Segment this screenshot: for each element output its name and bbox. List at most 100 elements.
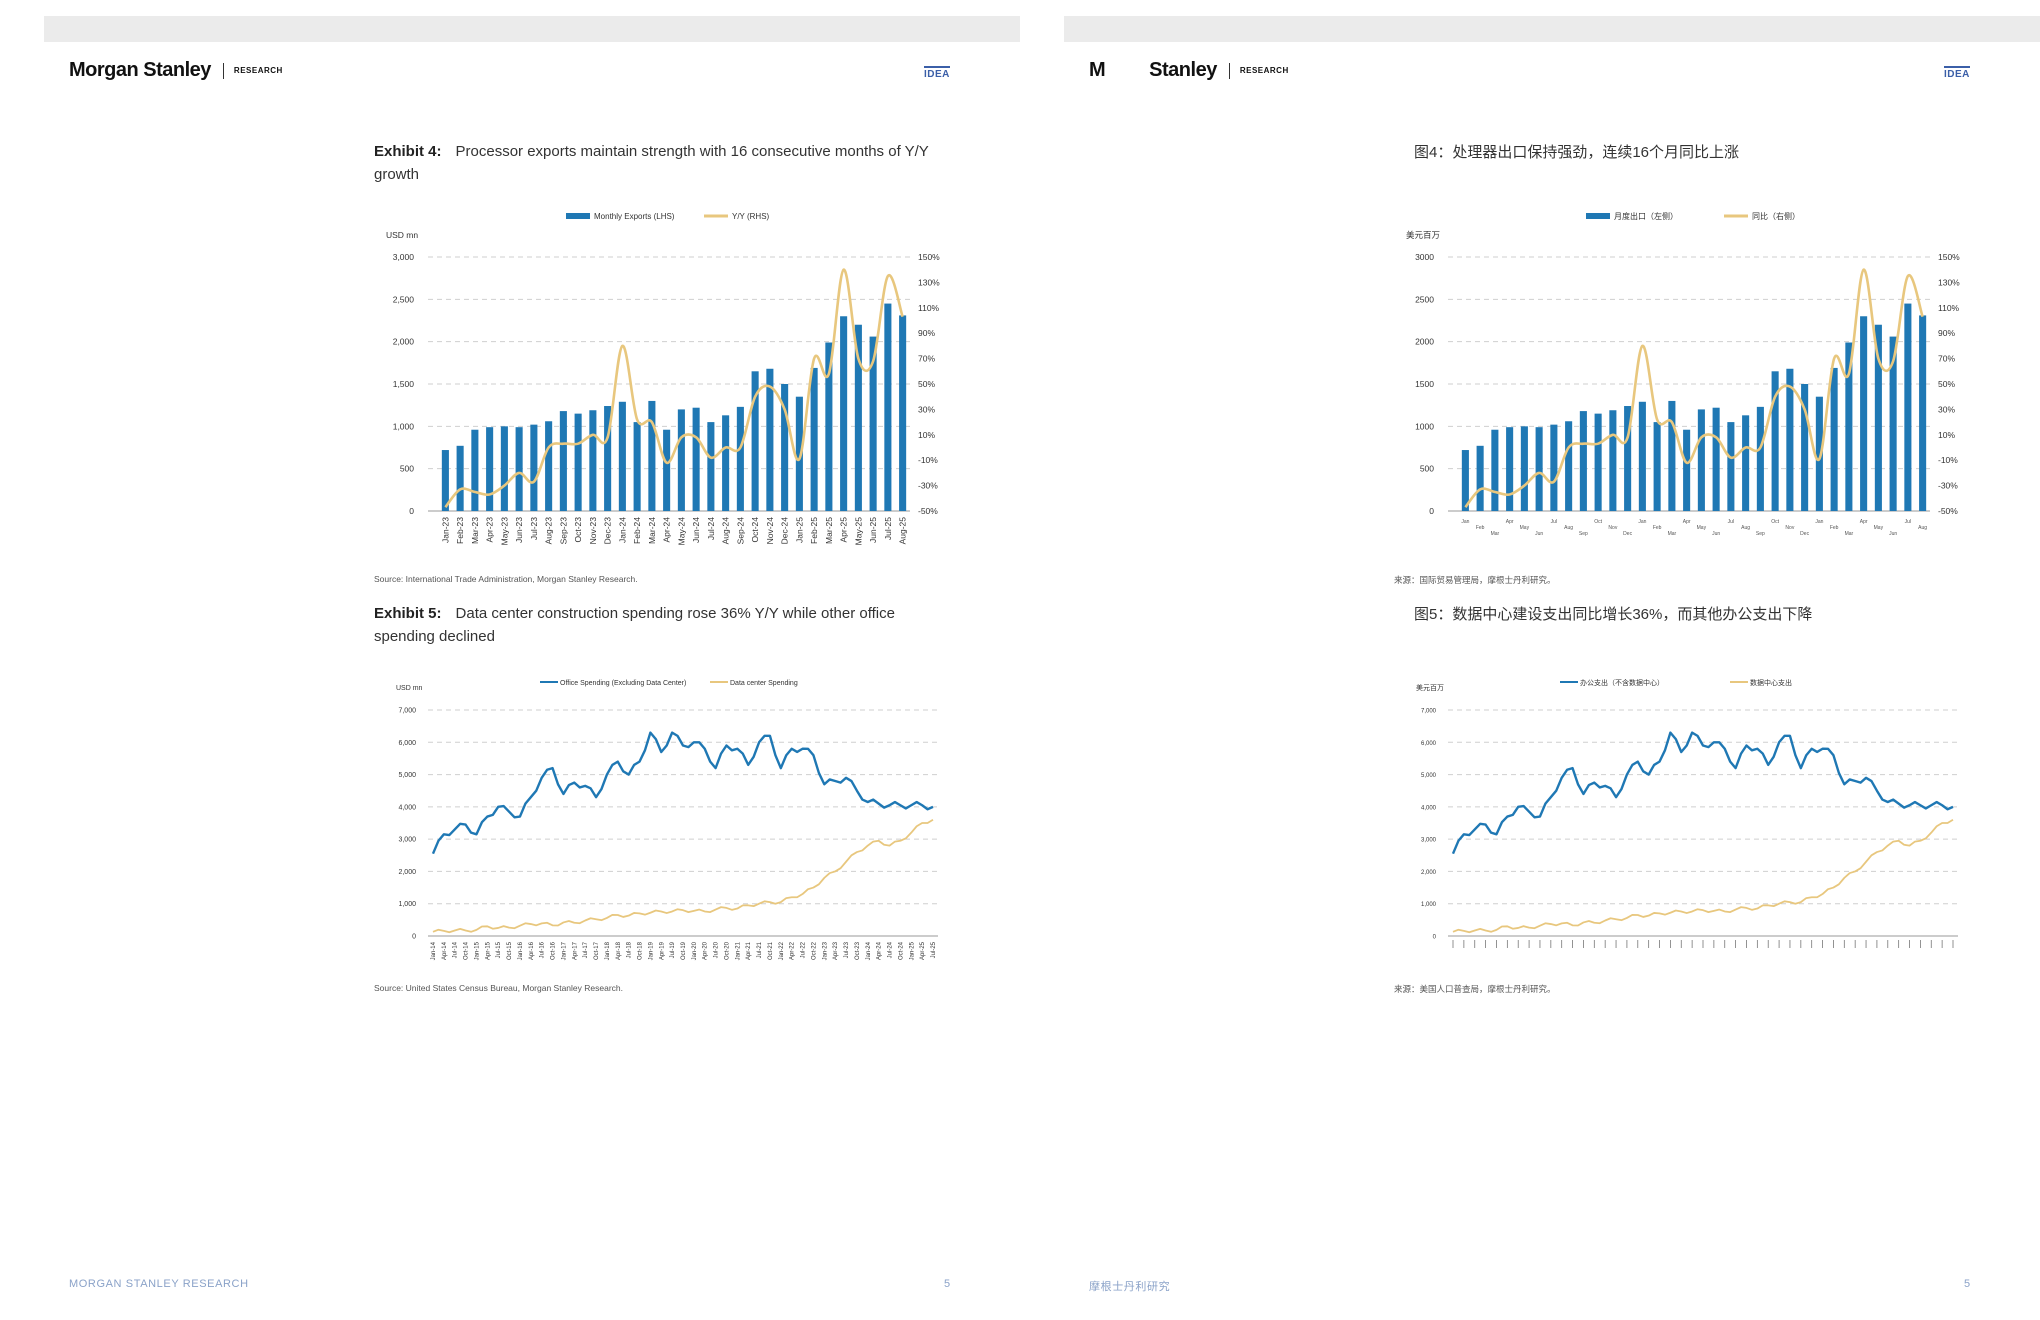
x-tick-label: Sep <box>1579 531 1588 537</box>
x-tick-label: Jul <box>1728 519 1734 525</box>
x-tick-label: Apr-16 <box>529 941 535 960</box>
x-tick-label: Apr-20 <box>703 941 709 960</box>
page-header-bar <box>44 16 1020 42</box>
y-axis-title: USD mn <box>386 230 418 240</box>
legend-label-yy: Y/Y (RHS) <box>732 212 770 221</box>
x-tick-label: Apr-21 <box>746 941 752 960</box>
legend-swatch-exports <box>1586 213 1610 219</box>
y-tick-label: 0 <box>1429 506 1434 516</box>
bar-Aug-25 <box>899 315 907 511</box>
bar-Jun-25 <box>1889 336 1897 511</box>
bar-Feb-23 <box>1476 445 1484 511</box>
x-tick-label: Oct-24 <box>750 517 760 543</box>
legend-label-yy: 同比（右侧） <box>1752 211 1800 221</box>
x-tick-label: May-24 <box>676 517 686 546</box>
bar-Nov-23 <box>1609 410 1617 511</box>
exhibit-5-label: Exhibit 5: <box>374 605 442 622</box>
x-tick-label: Jul-25 <box>883 517 893 540</box>
y-tick-label: 1,000 <box>1421 902 1437 908</box>
y-tick-label: 2,000 <box>1421 870 1437 876</box>
bar-May-25 <box>1874 324 1882 511</box>
x-tick-label: Jul-23 <box>844 941 850 958</box>
x-tick-label: Jan-23 <box>440 517 450 543</box>
x-tick-label: Jul-15 <box>496 941 502 958</box>
idea-badge: IDEA <box>1944 66 1970 80</box>
x-tick-label: Apr-17 <box>572 941 578 960</box>
x-tick-label: May-23 <box>499 517 509 546</box>
x-tick-label: May <box>1520 525 1530 531</box>
y-tick-label: 1,000 <box>398 901 416 908</box>
x-tick-label: Feb <box>1476 525 1485 531</box>
x-tick-label: Jul-24 <box>888 941 894 958</box>
bar-Apr-25 <box>1860 316 1868 511</box>
brand-logo: Morgan Stanley RESEARCH <box>69 59 283 82</box>
bar-Aug-23 <box>1565 421 1573 511</box>
x-tick-label: Apr <box>1683 519 1691 525</box>
bar-Jun-25 <box>869 336 877 511</box>
y-tick-label: 0 <box>1433 935 1437 941</box>
y-tick-label: 5,000 <box>398 772 416 779</box>
brand-initial: M <box>1089 59 1106 81</box>
x-tick-label: Oct-18 <box>638 941 644 960</box>
x-tick-label: Jul-25 <box>931 941 937 958</box>
x-tick-label: Mar <box>1845 531 1854 537</box>
bar-Jun-23 <box>1535 427 1543 511</box>
x-tick-label: Jan <box>1815 519 1823 525</box>
figure-4-title: 图4：处理器出口保持强劲，连续16个月同比上涨 <box>1414 144 1740 161</box>
bar-Sep-24 <box>736 406 744 511</box>
x-tick-label: Feb <box>1830 525 1839 531</box>
bar-Jul-24 <box>707 422 715 511</box>
legend-label-exports: Monthly Exports (LHS) <box>594 212 675 221</box>
y2-tick-label: 110% <box>918 303 940 313</box>
figure-5-source: 来源：美国人口普查局，摩根士丹利研究。 <box>1394 984 1556 994</box>
exhibit-4-label: Exhibit 4: <box>374 143 442 160</box>
x-tick-label: Jun <box>1712 531 1720 537</box>
y-tick-label: 7,000 <box>1421 709 1437 715</box>
y2-tick-label: 90% <box>918 328 935 338</box>
bar-Feb-24 <box>1653 422 1661 511</box>
y-tick-label: 2,000 <box>398 869 416 876</box>
bar-Oct-24 <box>751 371 759 511</box>
x-tick-label: Jul-21 <box>757 941 763 958</box>
y-tick-label: 5,000 <box>1421 773 1437 779</box>
x-tick-label: Mar-23 <box>470 517 480 544</box>
y-tick-label: 1500 <box>1415 379 1434 389</box>
y2-tick-label: 30% <box>1938 404 1955 414</box>
x-tick-label: Aug-23 <box>544 517 554 545</box>
exhibit-5-chart: Office Spending (Excluding Data Center) D… <box>396 680 938 960</box>
y2-tick-label: 150% <box>1938 252 1960 262</box>
x-tick-label: Jun <box>1535 531 1543 537</box>
x-tick-label: Apr-15 <box>485 941 491 960</box>
bar-Jan-25 <box>795 396 803 511</box>
x-tick-label: Mar-25 <box>824 517 834 544</box>
footer-label: 摩根士丹利研究 <box>1089 1281 1171 1293</box>
y-tick-label: 2,000 <box>393 337 415 347</box>
x-tick-label: Oct-24 <box>898 941 904 960</box>
y2-tick-label: 110% <box>1938 303 1960 313</box>
x-tick-label: Jul-23 <box>529 517 539 540</box>
x-tick-label: Feb-24 <box>632 517 642 544</box>
x-tick-label: Jan-24 <box>617 517 627 543</box>
bar-Nov-23 <box>589 410 597 511</box>
x-tick-label: Aug-24 <box>721 517 731 545</box>
y2-tick-label: 10% <box>918 430 935 440</box>
x-tick-label: Nov-24 <box>765 517 775 545</box>
bar-Jan-24 <box>618 401 626 511</box>
y-tick-label: 0 <box>409 506 414 516</box>
x-tick-label: Oct-16 <box>551 941 557 960</box>
x-tick-label: Jan-24 <box>866 941 872 960</box>
x-tick-label: Mar-24 <box>647 517 657 544</box>
x-tick-label: Apr <box>1860 519 1868 525</box>
y2-tick-label: 50% <box>1938 379 1955 389</box>
y-tick-label: 0 <box>412 934 416 941</box>
x-tick-label: Jan-25 <box>794 517 804 543</box>
y2-tick-label: -30% <box>918 481 938 491</box>
y2-tick-label: 130% <box>918 277 940 287</box>
y-tick-label: 1,500 <box>393 379 415 389</box>
bar-Apr-25 <box>840 316 848 511</box>
brand-research: RESEARCH <box>233 66 283 76</box>
bar-Mar-23 <box>471 429 479 511</box>
x-tick-label: Sep-23 <box>558 517 568 545</box>
y2-tick-label: -50% <box>918 506 938 516</box>
x-tick-label: Oct-21 <box>768 941 774 960</box>
